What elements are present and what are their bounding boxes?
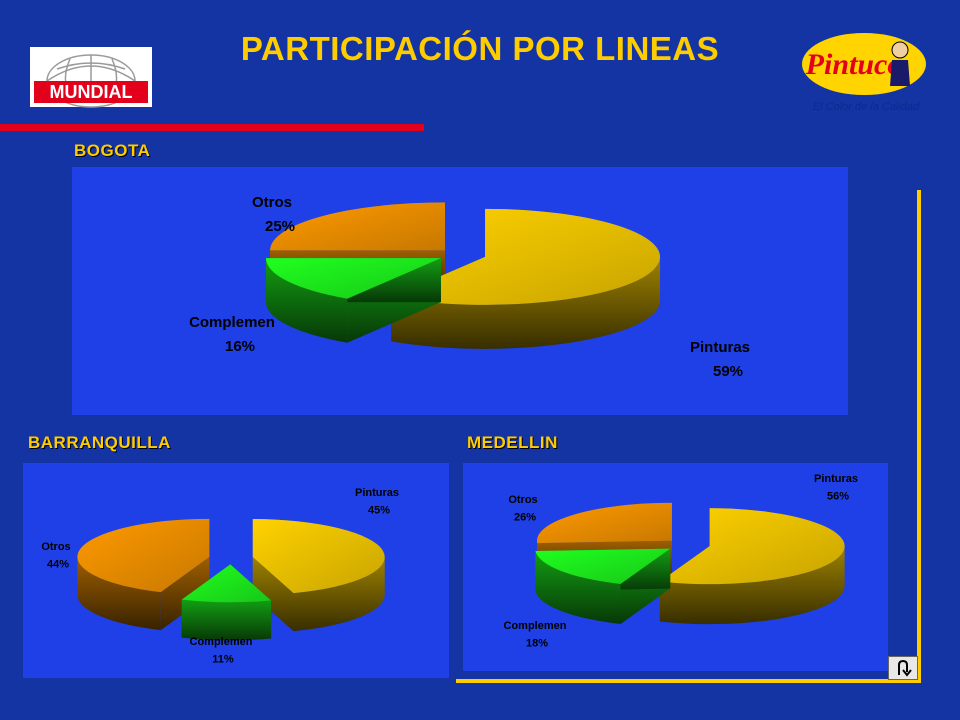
return-button[interactable] bbox=[888, 656, 918, 680]
painter-head-icon bbox=[891, 41, 909, 59]
chart-title-medellin: MEDELLIN bbox=[467, 433, 558, 452]
frame-line-bottom bbox=[456, 679, 921, 683]
frame-line-right bbox=[917, 190, 921, 682]
page-title: PARTICIPACIÓN POR LINEAS bbox=[240, 30, 720, 67]
slice-complemen bbox=[181, 564, 272, 641]
chart-panel-medellin: Pinturas 56% Complemen 18% Otros 26% bbox=[463, 463, 888, 671]
label-complemen: Complemen bbox=[504, 620, 567, 632]
chart-panel-barranquilla: Pinturas 45% Complemen 11% Otros 44% bbox=[23, 463, 449, 678]
slice-complemen bbox=[265, 258, 441, 343]
label-complemen: Complemen bbox=[189, 314, 275, 331]
chart-title-barranquilla: BARRANQUILLA bbox=[28, 433, 171, 452]
mundial-globe-icon: MUNDIAL bbox=[34, 54, 148, 108]
label-otros: Otros bbox=[41, 541, 70, 553]
value-complemen: 18% bbox=[526, 638, 548, 650]
label-complemen: Complemen bbox=[190, 636, 253, 648]
slice-otros bbox=[77, 518, 210, 631]
pintuco-tagline: El Color de la Calidad bbox=[813, 101, 920, 113]
value-otros: 26% bbox=[514, 512, 536, 524]
label-pinturas: Pinturas bbox=[355, 487, 399, 499]
pintuco-logo-text: Pintuco bbox=[805, 48, 903, 81]
pie-chart-bogota: Pinturas 59% Complemen 16% Otros 25% bbox=[189, 194, 750, 380]
value-otros: 25% bbox=[265, 218, 295, 235]
pie-chart-barranquilla: Pinturas 45% Complemen 11% Otros 44% bbox=[41, 487, 399, 666]
mundial-logo: MUNDIAL bbox=[30, 47, 152, 108]
mundial-logo-text: MUNDIAL bbox=[50, 82, 133, 102]
slice-pinturas bbox=[659, 508, 845, 625]
label-pinturas: Pinturas bbox=[814, 473, 858, 485]
value-pinturas: 59% bbox=[713, 363, 743, 380]
value-complemen: 16% bbox=[225, 338, 255, 355]
label-pinturas: Pinturas bbox=[690, 339, 750, 356]
label-otros: Otros bbox=[508, 494, 537, 506]
slice-complemen bbox=[535, 548, 671, 624]
pie-chart-medellin: Pinturas 56% Complemen 18% Otros 26% bbox=[504, 473, 858, 650]
painter-body-icon bbox=[890, 60, 910, 86]
value-complemen: 11% bbox=[212, 654, 234, 666]
chart-panel-bogota: Pinturas 59% Complemen 16% Otros 25% bbox=[72, 167, 848, 415]
return-arrow-icon bbox=[898, 659, 912, 677]
value-pinturas: 45% bbox=[368, 505, 390, 517]
label-otros: Otros bbox=[252, 194, 292, 211]
chart-title-bogota: BOGOTA bbox=[74, 141, 151, 160]
value-pinturas: 56% bbox=[827, 491, 849, 503]
slice-pinturas bbox=[252, 519, 385, 632]
pintuco-logo: Pintuco El Color de la Calidad bbox=[794, 28, 934, 120]
value-otros: 44% bbox=[47, 559, 69, 571]
red-divider bbox=[0, 124, 424, 131]
